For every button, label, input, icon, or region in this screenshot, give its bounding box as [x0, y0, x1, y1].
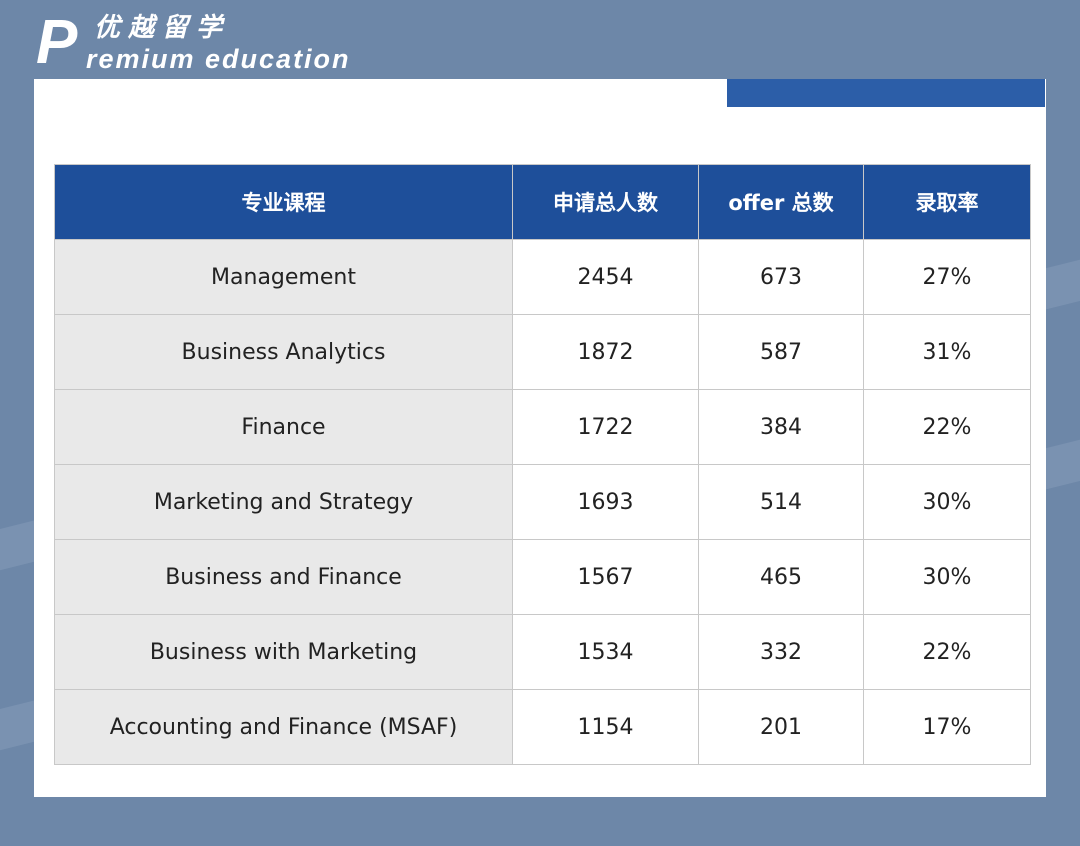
logo: P 优越留学 remium education — [36, 12, 376, 76]
table-cell: 17% — [863, 689, 1031, 765]
table-cell: 1534 — [512, 614, 699, 690]
table-cell: 1567 — [512, 539, 699, 615]
table-cell: 673 — [698, 239, 864, 315]
table-row: Accounting and Finance (MSAF) 1154 201 17% — [54, 689, 1031, 765]
logo-english: remium education — [86, 44, 351, 74]
table-cell: 30% — [863, 539, 1031, 615]
table-header-row: 专业课程 申请总人数 offer 总数 录取率 — [54, 164, 1031, 240]
table-row: Business and Finance 1567 465 30% — [54, 539, 1031, 615]
table-cell: 1722 — [512, 389, 699, 465]
table-row: Business Analytics 1872 587 31% — [54, 314, 1031, 390]
table-cell: 201 — [698, 689, 864, 765]
admissions-table: 专业课程 申请总人数 offer 总数 录取率 Management 2454 673 27… — [54, 164, 1031, 765]
table-cell: 384 — [698, 389, 864, 465]
table-cell: 332 — [698, 614, 864, 690]
column-header: 专业课程 — [54, 164, 513, 240]
table-cell: Management — [54, 239, 513, 315]
table-cell: 514 — [698, 464, 864, 540]
accent-bar — [727, 79, 1045, 107]
column-header: offer 总数 — [698, 164, 864, 240]
table-cell: 22% — [863, 389, 1031, 465]
logo-chinese: 优越留学 — [94, 13, 231, 43]
table-cell: 587 — [698, 314, 864, 390]
table-cell: 465 — [698, 539, 864, 615]
table-cell: 1872 — [512, 314, 699, 390]
table-cell: Business and Finance — [54, 539, 513, 615]
column-header: 录取率 — [863, 164, 1031, 240]
table-row: Management 2454 673 27% — [54, 239, 1031, 315]
table-cell: 31% — [863, 314, 1031, 390]
table-cell: 1154 — [512, 689, 699, 765]
table-cell: Business Analytics — [54, 314, 513, 390]
table-cell: Marketing and Strategy — [54, 464, 513, 540]
table-cell: 2454 — [512, 239, 699, 315]
table-cell: 1693 — [512, 464, 699, 540]
table-row: Marketing and Strategy 1693 514 30% — [54, 464, 1031, 540]
table-cell: 27% — [863, 239, 1031, 315]
logo-letter: P — [36, 8, 78, 77]
table-row: Business with Marketing 1534 332 22% — [54, 614, 1031, 690]
column-header: 申请总人数 — [512, 164, 699, 240]
table-cell: 22% — [863, 614, 1031, 690]
table-cell: Business with Marketing — [54, 614, 513, 690]
table-cell: Finance — [54, 389, 513, 465]
table-row: Finance 1722 384 22% — [54, 389, 1031, 465]
table-cell: Accounting and Finance (MSAF) — [54, 689, 513, 765]
table-cell: 30% — [863, 464, 1031, 540]
